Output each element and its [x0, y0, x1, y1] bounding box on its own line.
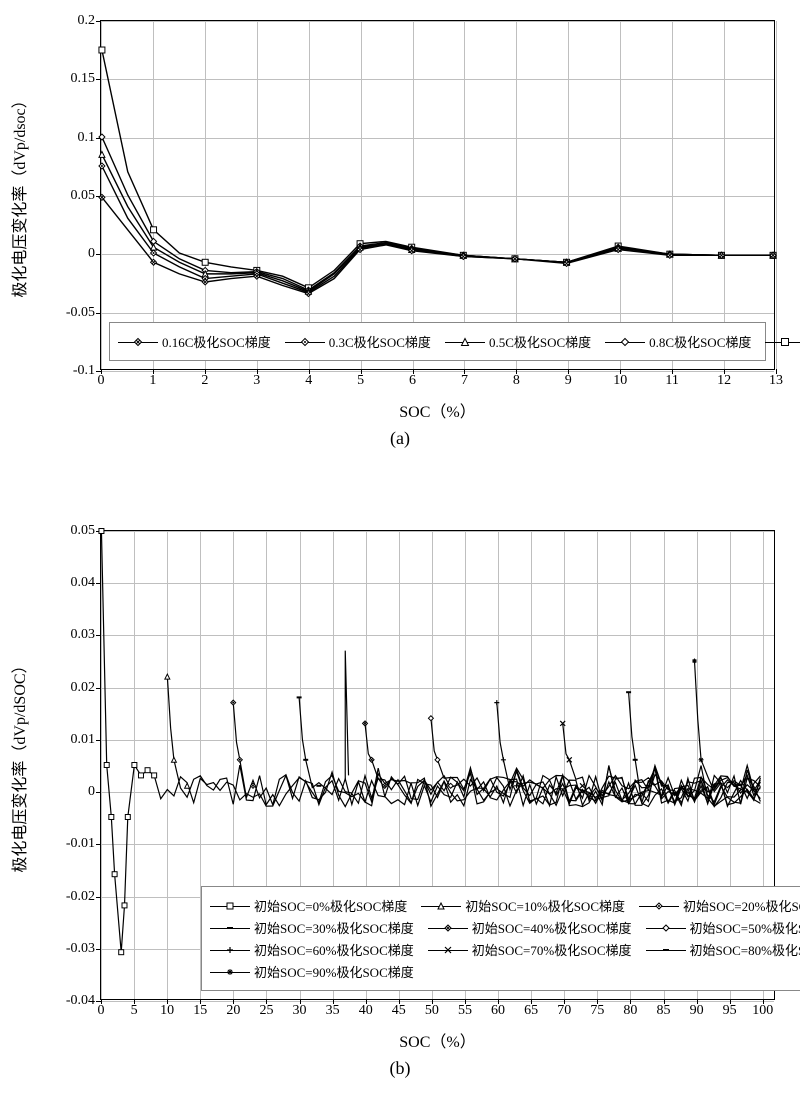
series-soc50 [431, 718, 760, 806]
legend-entry: 1C极化SOC梯度 [765, 332, 800, 351]
legend-entry: 初始SOC=90%极化SOC梯度 [210, 962, 414, 981]
chart-b-caption: (b) [390, 1058, 411, 1079]
legend-label: 0.8C极化SOC梯度 [649, 332, 751, 351]
legend-label: 初始SOC=90%极化SOC梯度 [254, 962, 414, 981]
legend-entry: 初始SOC=30%极化SOC梯度 [210, 918, 414, 937]
chart-a-plot-area: -0.1-0.0500.050.10.150.20123456789101112… [100, 20, 775, 370]
series-0.8C [102, 137, 773, 290]
legend-label: 初始SOC=40%极化SOC梯度 [472, 918, 632, 937]
legend-label: 初始SOC=10%极化SOC梯度 [465, 896, 625, 915]
chart-b: -0.04-0.03-0.02-0.0100.010.020.030.040.0… [0, 510, 800, 1097]
legend-label: 初始SOC=20%极化SOC梯度 [683, 896, 800, 915]
chart-b-legend: 初始SOC=0%极化SOC梯度 初始SOC=10%极化SOC梯度 初始SOC=20%… [201, 886, 800, 991]
legend-label: 初始SOC=70%极化SOC梯度 [472, 940, 632, 959]
chart-b-ylabel: 极化电压变化率（dVp/dSOC） [6, 657, 30, 872]
gridline-v [776, 21, 777, 369]
series-soc40 [365, 723, 760, 806]
legend-entry: 初始SOC=60%极化SOC梯度 [210, 940, 414, 959]
chart-a: -0.1-0.0500.050.10.150.20123456789101112… [0, 0, 800, 510]
legend-entry: 0.8C极化SOC梯度 [605, 332, 751, 351]
legend-label: 初始SOC=0%极化SOC梯度 [254, 896, 407, 915]
chart-b-plot-area: -0.04-0.03-0.02-0.0100.010.020.030.040.0… [100, 530, 775, 1000]
series-soc20 [233, 703, 760, 807]
series-soc90 [694, 661, 760, 795]
legend-label: 初始SOC=60%极化SOC梯度 [254, 940, 414, 959]
legend-label: 0.16C极化SOC梯度 [162, 332, 271, 351]
legend-label: 初始SOC=80%极化SOC梯度 [690, 940, 800, 959]
legend-entry: 0.3C极化SOC梯度 [285, 332, 431, 351]
legend-entry: 初始SOC=40%极化SOC梯度 [428, 918, 632, 937]
legend-label: 初始SOC=50%极化SOC梯度 [690, 918, 800, 937]
legend-label: 0.3C极化SOC梯度 [329, 332, 431, 351]
series-layer [101, 21, 774, 369]
legend-label: 0.5C极化SOC梯度 [489, 332, 591, 351]
chart-b-xlabel: SOC（%） [399, 1028, 475, 1052]
legend-entry: 0.16C极化SOC梯度 [118, 332, 271, 351]
legend-entry: 初始SOC=0%极化SOC梯度 [210, 896, 407, 915]
legend-entry: 初始SOC=80%极化SOC梯度 [646, 940, 800, 959]
legend-label: 初始SOC=30%极化SOC梯度 [254, 918, 414, 937]
legend-entry: 初始SOC=70%极化SOC梯度 [428, 940, 632, 959]
chart-a-legend: 0.16C极化SOC梯度 0.3C极化SOC梯度 0.5C极化SOC梯度 0.8C极化… [109, 322, 766, 361]
chart-a-caption: (a) [390, 428, 410, 449]
legend-entry: 0.5C极化SOC梯度 [445, 332, 591, 351]
chart-a-xlabel: SOC（%） [399, 398, 475, 422]
series-soc60 [497, 703, 761, 806]
legend-entry: 初始SOC=20%极化SOC梯度 [639, 896, 800, 915]
legend-entry: 初始SOC=50%极化SOC梯度 [646, 918, 800, 937]
chart-a-ylabel: 极化电压变化率（dVp/dsoc） [6, 92, 30, 297]
legend-entry: 初始SOC=10%极化SOC梯度 [421, 896, 625, 915]
